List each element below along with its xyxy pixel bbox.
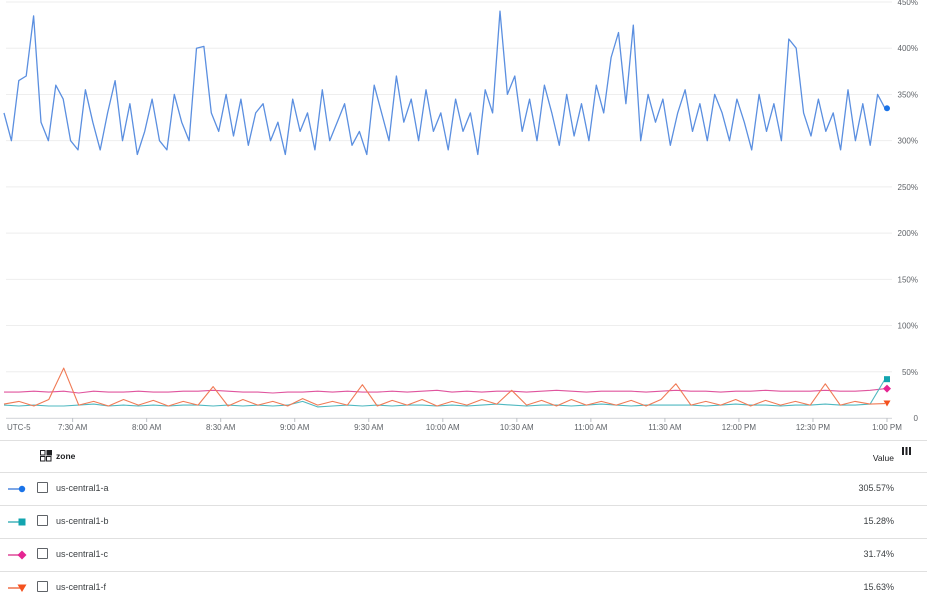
x-tick-label: 9:30 AM — [354, 423, 384, 432]
timezone-label: UTC-5 — [7, 423, 31, 432]
y-tick-label: 200% — [898, 229, 918, 238]
series-name: us-central1-a — [56, 483, 109, 493]
y-tick-label: 350% — [898, 90, 918, 99]
x-tick-label: 8:30 AM — [206, 423, 236, 432]
zone-column-header[interactable]: zone — [56, 451, 76, 461]
series-name: us-central1-c — [56, 549, 109, 559]
legend-table: zone Value us-central1-a 305.57% us-cent… — [0, 440, 927, 604]
legend-row[interactable]: us-central1-f 15.63% — [0, 571, 927, 604]
legend-row[interactable]: us-central1-a 305.57% — [0, 472, 927, 505]
x-tick-label: 9:00 AM — [280, 423, 310, 432]
series-value: 305.57% — [858, 483, 894, 493]
series-end-marker — [883, 400, 891, 407]
y-tick-label: 300% — [898, 137, 918, 146]
series-line-us-central1-c — [4, 388, 886, 394]
legend-row[interactable]: us-central1-b 15.28% — [0, 505, 927, 538]
line-chart: 0 50% 100% 150% 200% 250% 300% 350% 400% 450% UTC-… — [3, 0, 919, 432]
series-value: 31.74% — [863, 549, 894, 559]
x-tick-label: 8:00 AM — [132, 423, 162, 432]
x-tick-label: 11:00 AM — [574, 423, 608, 432]
series-checkbox[interactable] — [37, 548, 48, 559]
y-tick-label: 450% — [898, 0, 918, 7]
column-picker-icon[interactable] — [902, 447, 911, 455]
series-line-us-central1-f — [3, 367, 886, 407]
x-tick-label: 7:30 AM — [58, 423, 88, 432]
series-end-marker — [884, 105, 890, 112]
series-checkbox[interactable] — [37, 482, 48, 493]
x-tick-label: 10:30 AM — [500, 423, 534, 432]
x-tick-label: 12:30 PM — [796, 423, 831, 432]
y-tick-label: 0 — [914, 414, 919, 423]
series-end-marker — [883, 384, 891, 393]
series-value: 15.28% — [863, 516, 894, 526]
series-checkbox[interactable] — [37, 581, 48, 592]
series-name: us-central1-f — [56, 582, 107, 592]
y-tick-label: 400% — [898, 44, 918, 53]
series-swatch-icon — [8, 485, 26, 493]
y-tick-label: 250% — [898, 183, 918, 192]
legend-header-row: zone Value — [0, 440, 927, 472]
x-tick-label: 12:00 PM — [722, 423, 757, 432]
y-tick-label: 150% — [898, 275, 918, 284]
series-swatch-icon — [8, 518, 26, 526]
series-swatch-icon — [8, 584, 27, 592]
series-checkbox[interactable] — [37, 515, 48, 526]
series-value: 15.63% — [863, 582, 894, 592]
y-tick-label: 100% — [898, 322, 918, 331]
y-tick-label: 50% — [902, 368, 918, 377]
series-line-us-central1-a — [3, 10, 886, 156]
series-line-us-central1-b — [3, 378, 886, 408]
legend-row[interactable]: us-central1-c 31.74% — [0, 538, 927, 571]
series-name: us-central1-b — [56, 516, 109, 526]
x-tick-label: 10:00 AM — [426, 423, 460, 432]
series-end-marker — [884, 376, 890, 383]
x-tick-label: 11:30 AM — [648, 423, 682, 432]
series-swatch-icon — [8, 550, 27, 560]
x-tick-label: 1:00 PM — [872, 423, 902, 432]
value-column-header[interactable]: Value — [872, 453, 894, 463]
group-by-icon[interactable] — [40, 450, 52, 462]
